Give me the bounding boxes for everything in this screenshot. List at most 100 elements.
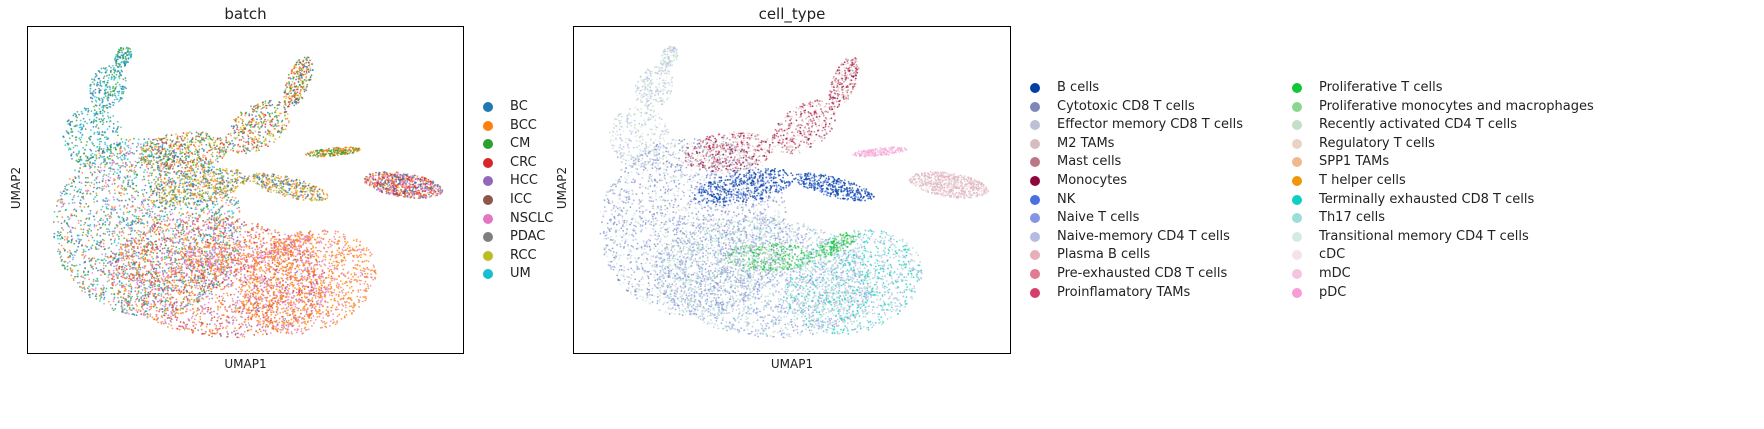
cell-point xyxy=(155,277,158,280)
cell-point xyxy=(75,215,78,218)
cell-point xyxy=(66,241,69,244)
cell-point xyxy=(111,162,114,165)
cell-point xyxy=(216,328,219,331)
cell-point xyxy=(217,218,220,220)
cell-point xyxy=(109,304,112,306)
cell-point xyxy=(233,204,236,207)
cell-point xyxy=(231,203,234,206)
cell-point xyxy=(108,279,111,282)
cell-point xyxy=(255,280,258,283)
cell-point xyxy=(90,247,93,250)
cell-point xyxy=(189,150,192,153)
cell-point xyxy=(210,208,213,211)
cell-point xyxy=(155,244,158,246)
cell-point xyxy=(94,159,97,162)
cell-point xyxy=(186,308,188,310)
cell-point xyxy=(333,289,336,291)
cell-point xyxy=(229,199,231,202)
cell-point xyxy=(275,288,278,291)
cell-point xyxy=(211,211,214,214)
cell-point xyxy=(214,210,217,213)
cell-point xyxy=(235,272,238,275)
cell-point xyxy=(169,301,172,304)
cell-point xyxy=(169,238,172,241)
cell-point xyxy=(193,284,196,287)
cell-point xyxy=(216,284,219,287)
cell-point xyxy=(214,222,217,225)
cell-point xyxy=(286,263,288,266)
cell-point xyxy=(99,166,102,169)
cell-point xyxy=(167,275,170,278)
cell-point xyxy=(148,305,151,308)
cell-point xyxy=(168,305,171,307)
cell-point xyxy=(215,277,218,280)
cell-point xyxy=(76,249,78,252)
cell-point xyxy=(117,157,119,159)
cell-point xyxy=(105,197,107,200)
cell-point xyxy=(156,306,158,309)
cell-point xyxy=(166,296,169,299)
cell-point xyxy=(274,300,277,303)
cell-point xyxy=(191,221,194,224)
cell-point xyxy=(62,190,65,193)
cell-point xyxy=(214,323,216,326)
cell-point xyxy=(194,206,197,209)
cell-point xyxy=(164,293,167,296)
cell-point xyxy=(320,284,323,287)
cell-point xyxy=(215,325,218,327)
cell-point xyxy=(81,254,83,256)
cell-point xyxy=(192,251,195,254)
cell-point xyxy=(89,296,91,299)
cell-point xyxy=(188,268,191,270)
cell-point xyxy=(111,262,114,265)
cell-point xyxy=(204,241,207,243)
cell-point xyxy=(74,186,77,189)
cell-point xyxy=(250,289,253,292)
cell-point xyxy=(105,185,108,188)
cell-point xyxy=(297,309,299,312)
cell-point xyxy=(112,259,114,261)
cell-point xyxy=(232,241,235,244)
cell-point xyxy=(223,231,226,234)
cell-point xyxy=(243,246,246,248)
cell-point xyxy=(209,235,212,238)
cell-point xyxy=(173,303,176,306)
cell-point xyxy=(112,284,114,287)
cell-point xyxy=(189,294,192,297)
cell-point xyxy=(69,193,72,196)
cell-point xyxy=(213,316,216,319)
cell-point xyxy=(84,221,87,224)
cell-point xyxy=(117,293,120,296)
cell-point xyxy=(287,296,290,298)
cell-point xyxy=(145,293,147,296)
cell-point xyxy=(70,185,72,188)
cell-point xyxy=(105,287,108,290)
cell-point xyxy=(256,241,258,244)
cell-point xyxy=(160,215,163,218)
cell-point xyxy=(195,323,198,326)
cell-point xyxy=(174,315,177,317)
cell-point xyxy=(128,313,130,315)
cell-point xyxy=(166,213,169,216)
cell-point xyxy=(195,314,198,317)
cell-point xyxy=(236,207,239,210)
cell-point xyxy=(238,211,241,213)
cell-point xyxy=(161,239,164,242)
cell-point xyxy=(356,280,358,283)
cell-point xyxy=(139,277,141,280)
cell-point xyxy=(179,321,182,323)
cell-point xyxy=(171,303,174,306)
cell-point xyxy=(250,236,253,238)
cell-point xyxy=(122,268,125,271)
cell-point xyxy=(119,284,121,286)
cell-point xyxy=(185,185,188,188)
cell-point xyxy=(115,265,118,267)
cell-point xyxy=(69,267,72,270)
cell-point xyxy=(143,303,146,306)
cell-point xyxy=(238,310,241,313)
cell-point xyxy=(100,294,103,296)
cell-point xyxy=(126,203,129,206)
cell-point xyxy=(88,248,90,251)
cell-point xyxy=(125,257,128,260)
cell-point xyxy=(243,268,246,270)
